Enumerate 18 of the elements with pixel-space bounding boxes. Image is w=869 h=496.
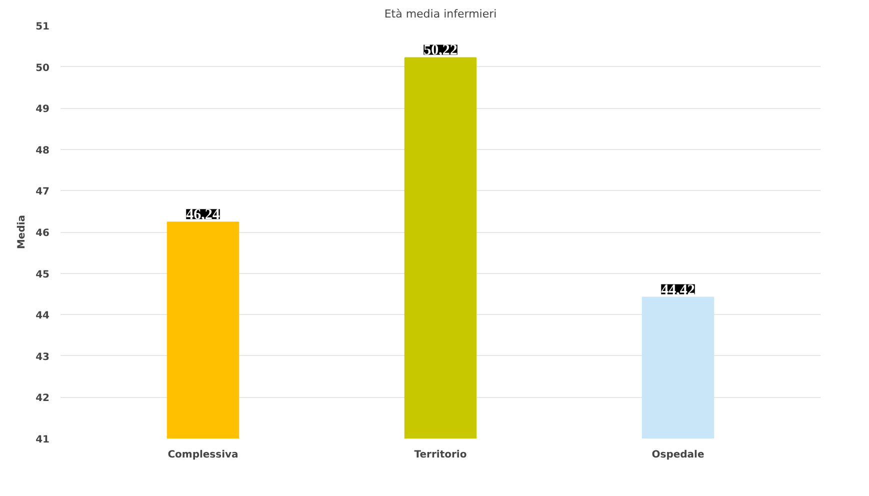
y-tick-label: 43 xyxy=(36,352,50,363)
y-tick-label: 45 xyxy=(36,269,50,280)
y-tick-label: 46 xyxy=(36,228,50,239)
y-tick-label: 50 xyxy=(36,62,50,74)
x-tick-label: Ospedale xyxy=(652,450,704,460)
x-tick-label: Territorio xyxy=(414,450,467,460)
y-tick-label: 41 xyxy=(36,434,50,446)
y-tick-label: 42 xyxy=(36,393,50,404)
chart-title: Età media infermieri xyxy=(384,8,497,20)
data-label: 44,42 xyxy=(661,282,695,298)
y-tick-label: 49 xyxy=(36,104,50,116)
y-axis-title: Media xyxy=(16,214,28,250)
y-tick-label: 51 xyxy=(36,22,50,32)
x-tick-label: Complessiva xyxy=(168,450,238,460)
y-tick-label: 44 xyxy=(36,310,50,322)
y-tick-label: 48 xyxy=(36,145,50,156)
data-label: 50,22 xyxy=(424,42,458,59)
y-tick-label: 47 xyxy=(36,186,50,198)
